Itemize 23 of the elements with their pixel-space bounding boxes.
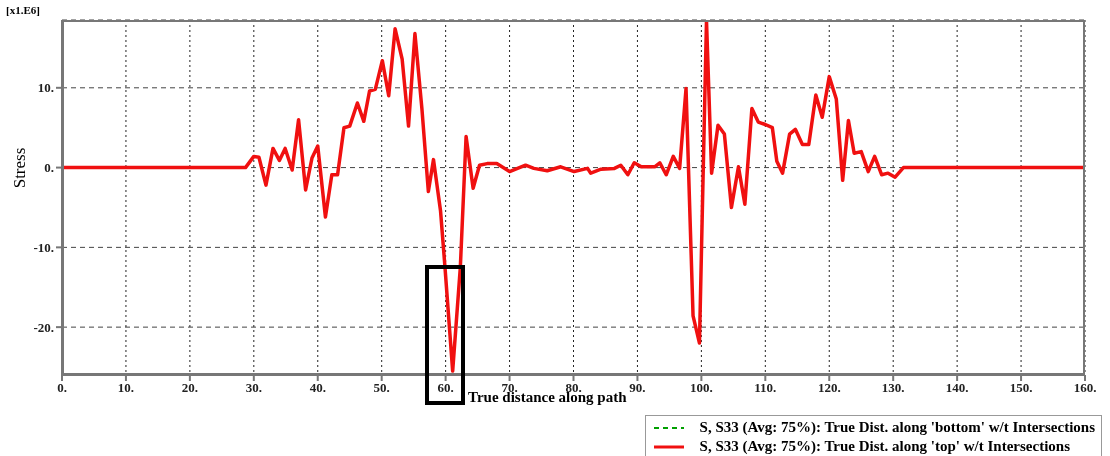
x-tick-label: 130. xyxy=(881,380,905,396)
text: [x1.E6] xyxy=(6,4,40,16)
x-tick-label: 160. xyxy=(1073,380,1097,396)
x-tick-label: 110. xyxy=(754,380,777,396)
x-tick-label: 90. xyxy=(629,380,646,396)
x-tick-label: 150. xyxy=(1009,380,1033,396)
legend-label: S, S33 (Avg: 75%): True Dist. along 'top' w/t Intersections xyxy=(699,438,1071,455)
y-tick-label: 10. xyxy=(37,80,54,96)
legend-label: S, S33 (Avg: 75%): True Dist. along 'bottom' w/t Intersections xyxy=(699,419,1095,436)
x-tick-label: 140. xyxy=(945,380,969,396)
x-tick-label: 20. xyxy=(181,380,198,396)
y-tick-label: 0. xyxy=(44,160,54,176)
y-axis-title: Stress xyxy=(10,147,30,189)
x-tick-label: 40. xyxy=(309,380,326,396)
x-tick-label: 60. xyxy=(437,380,454,396)
x-tick-label: 0. xyxy=(57,380,67,396)
y-tick-label: -10. xyxy=(33,239,54,255)
y-tick-label: -20. xyxy=(33,319,54,335)
x-tick-label: 30. xyxy=(245,380,262,396)
x-tick-label: 120. xyxy=(817,380,841,396)
x-tick-label: 50. xyxy=(373,380,390,396)
x-tick-label: 10. xyxy=(117,380,135,396)
x-tick-label: 100. xyxy=(690,380,713,396)
